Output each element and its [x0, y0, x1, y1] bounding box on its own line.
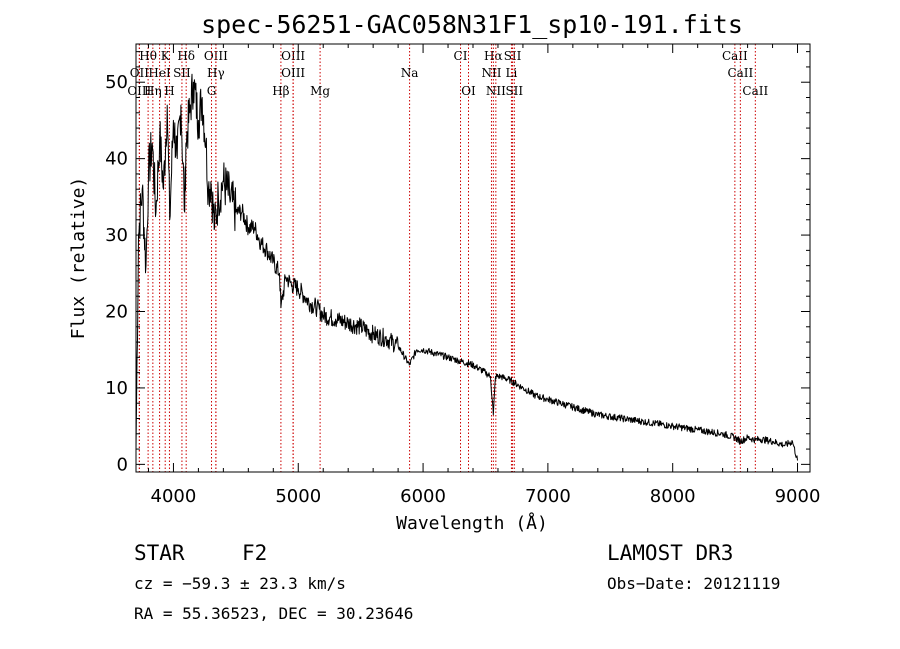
line-marker-label: H	[164, 84, 174, 98]
line-marker-label: NII	[486, 84, 506, 98]
object-subclass: F2	[242, 541, 267, 565]
line-marker-label: NII	[481, 66, 501, 80]
y-tick-label: 20	[105, 302, 128, 323]
line-marker-label: SII	[504, 49, 522, 63]
line-marker-label: Hδ	[177, 49, 195, 63]
x-tick-label: 4000	[151, 486, 197, 507]
spectrum-line	[135, 73, 798, 461]
x-tick-label: 5000	[275, 486, 321, 507]
y-tick-label: 30	[105, 225, 128, 246]
sky-coordinates: RA = 55.36523, DEC = 30.23646	[134, 604, 413, 623]
line-marker-label: Na	[401, 66, 419, 80]
observation-date: Obs−Date: 20121119	[607, 574, 780, 593]
line-marker-label: OI	[461, 84, 476, 98]
line-marker-label: Li	[506, 66, 518, 80]
line-marker-label: OIII	[281, 66, 305, 80]
x-tick-label: 7000	[525, 486, 571, 507]
line-marker-label: Hα	[484, 49, 503, 63]
line-marker-label: Hη	[144, 84, 162, 98]
y-tick-label: 40	[105, 149, 128, 170]
line-marker-label: HeI	[148, 66, 171, 80]
line-marker-label: Hθ	[139, 49, 157, 63]
y-tick-label: 0	[117, 454, 128, 475]
line-marker-label: SII	[505, 84, 523, 98]
x-tick-label: 9000	[775, 486, 821, 507]
chart-title: spec-56251-GAC058N31F1_sp10-191.fits	[201, 10, 743, 39]
x-axis-label: Wavelength (Å)	[396, 512, 548, 534]
line-marker-label: G	[207, 84, 217, 98]
plot-frame	[135, 43, 811, 473]
redshift-cz: cz = −59.3 ± 23.3 km/s	[134, 574, 346, 593]
line-marker-label: Hγ	[207, 66, 225, 80]
line-marker-label: CaII	[742, 84, 768, 98]
y-tick-label: 50	[105, 72, 128, 93]
x-tick-label: 6000	[400, 486, 446, 507]
line-marker-label: CaII	[727, 66, 753, 80]
object-class: STAR	[134, 541, 185, 565]
spectrum-series	[135, 73, 798, 461]
line-marker-label: CaII	[722, 49, 748, 63]
y-axis-label: Flux (relative)	[68, 177, 89, 340]
x-tick-label: 8000	[650, 486, 696, 507]
line-marker-label: OIII	[127, 84, 151, 98]
line-marker-label: CI	[454, 49, 468, 63]
line-marker-label: Hβ	[272, 84, 289, 98]
survey-name: LAMOST DR3	[607, 541, 733, 565]
axis-ticks: 4000 5000 6000 7000 8000 9000 0 10 20 30 40 50	[105, 44, 820, 507]
y-tick-label: 10	[105, 378, 128, 399]
line-marker-label: SII	[173, 66, 191, 80]
line-marker-label: K	[161, 49, 171, 63]
line-marker-label: Mg	[310, 84, 330, 98]
